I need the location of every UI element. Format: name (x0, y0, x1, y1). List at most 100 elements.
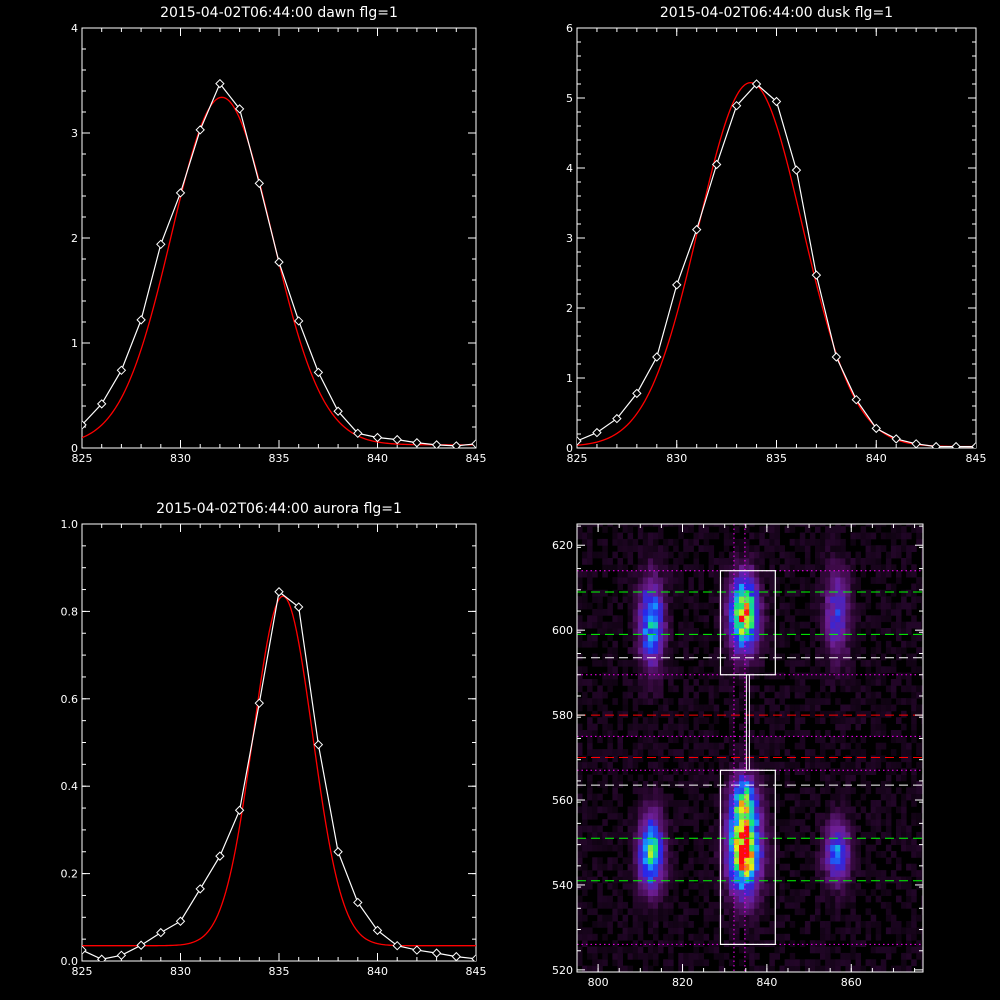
heatmap-cell (794, 589, 801, 597)
heatmap-cell (698, 742, 704, 750)
heatmap-cell (658, 679, 664, 686)
heatmap-cell (749, 545, 755, 552)
heatmap-cell (683, 691, 689, 699)
heatmap-cell (577, 749, 583, 756)
heatmap-cell (693, 558, 699, 565)
heatmap-cell (663, 628, 669, 635)
heatmap-cell (901, 952, 907, 960)
heatmap-cell (653, 653, 659, 661)
heatmap-cell (592, 634, 598, 642)
heatmap-cell (845, 564, 851, 572)
heatmap-cell (749, 685, 755, 693)
heatmap-cell (749, 940, 755, 947)
heatmap-cell (850, 863, 856, 871)
heatmap-cell (713, 710, 720, 718)
heatmap-cell (764, 851, 770, 858)
heatmap-cell (744, 825, 750, 833)
heatmap-cell (587, 698, 593, 705)
heatmap-cell (890, 679, 897, 686)
heatmap-cell (592, 800, 598, 807)
heatmap-cell (718, 844, 725, 852)
heatmap-cell (734, 596, 740, 603)
heatmap-cell (658, 742, 664, 750)
heatmap-cell (693, 570, 699, 578)
heatmap-cell (911, 723, 917, 731)
heatmap-cell (779, 863, 785, 871)
heatmap-cell (921, 551, 923, 559)
heatmap-cell (789, 812, 796, 820)
heatmap-cell (673, 577, 679, 584)
heatmap-cell (830, 628, 836, 635)
heatmap-cell (673, 666, 679, 674)
heatmap-cell (896, 819, 902, 826)
heatmap-cell (718, 838, 725, 845)
heatmap-cell (663, 710, 669, 718)
heatmap-cell (734, 927, 740, 935)
heatmap-cell (830, 793, 836, 801)
heatmap-cell (835, 825, 841, 833)
heatmap-cell (850, 704, 856, 712)
heatmap-cell (627, 812, 634, 820)
heatmap-cell (845, 768, 851, 775)
heatmap-cell (637, 628, 644, 635)
heatmap-cell (830, 621, 836, 629)
heatmap-cell (739, 838, 745, 845)
heatmap-cell (622, 901, 629, 909)
heatmap-cell (749, 672, 755, 680)
heatmap-cell (607, 921, 613, 928)
heatmap-cell (718, 596, 725, 603)
heatmap-cell (845, 608, 851, 616)
heatmap-cell (673, 927, 679, 935)
heatmap-cell (754, 914, 760, 922)
heatmap-cell (815, 901, 821, 909)
heatmap-cell (723, 895, 730, 903)
heatmap-cell (668, 927, 674, 935)
heatmap-cell (789, 672, 796, 680)
heatmap-cell (728, 895, 735, 903)
heatmap-cell (754, 602, 760, 610)
heatmap-cell (693, 819, 699, 826)
heatmap-cell (647, 940, 654, 947)
heatmap-cell (749, 634, 755, 642)
heatmap-cell (789, 901, 796, 909)
heatmap-cell (607, 863, 613, 871)
heatmap-cell (683, 831, 689, 839)
heatmap-cell (627, 608, 634, 616)
heatmap-cell (850, 819, 856, 826)
heatmap-cell (825, 526, 831, 533)
heatmap-cell (809, 857, 816, 865)
heatmap-cell (774, 844, 780, 852)
heatmap-cell (901, 774, 907, 782)
heatmap-cell (713, 933, 720, 941)
heatmap-cell (734, 914, 740, 922)
heatmap-cell (663, 589, 669, 597)
heatmap-cell (916, 628, 922, 635)
heatmap-cell (820, 940, 826, 947)
heatmap-cell (890, 659, 897, 667)
heatmap-cell (885, 608, 892, 616)
heatmap-cell (597, 965, 603, 972)
heatmap-cell (653, 672, 659, 680)
heatmap-cell (693, 634, 699, 642)
heatmap-cell (622, 526, 629, 533)
heatmap-cell (637, 545, 644, 552)
heatmap-cell (577, 921, 583, 928)
heatmap-cell (840, 570, 846, 578)
heatmap-cell (698, 774, 704, 782)
heatmap-cell (734, 889, 740, 896)
heatmap-cell (754, 570, 760, 578)
heatmap-cell (734, 640, 740, 648)
heatmap-cell (875, 577, 882, 584)
heatmap-cell (916, 742, 922, 750)
heatmap-cell (739, 882, 745, 890)
heatmap-cell (698, 704, 704, 712)
heatmap-cell (647, 602, 654, 610)
heatmap-cell (602, 545, 608, 552)
heatmap-cell (658, 602, 664, 610)
heatmap-cell (885, 780, 892, 788)
heatmap-cell (632, 621, 639, 629)
heatmap-cell (713, 940, 720, 947)
heatmap-cell (647, 653, 654, 661)
heatmap-cell (642, 596, 649, 603)
heatmap-cell (713, 882, 720, 890)
